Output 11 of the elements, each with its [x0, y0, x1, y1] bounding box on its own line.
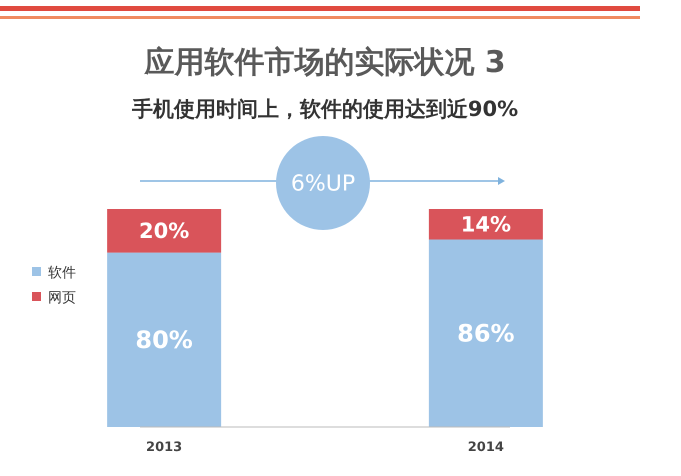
- x-tick-label: 2014: [468, 440, 504, 455]
- data-label: 14%: [460, 212, 511, 237]
- chart-subtitle: 手机使用时间上，软件的使用达到近90%: [130, 97, 518, 121]
- chart-title: 应用软件市场的实际状况 3: [143, 45, 506, 80]
- legend-label: 软件: [48, 264, 76, 281]
- data-label: 80%: [135, 326, 193, 354]
- data-label: 86%: [457, 320, 515, 348]
- data-label: 20%: [139, 219, 190, 244]
- legend-label: 网页: [48, 290, 76, 306]
- x-tick-label: 2013: [146, 440, 182, 455]
- text: 6%UP: [290, 172, 356, 197]
